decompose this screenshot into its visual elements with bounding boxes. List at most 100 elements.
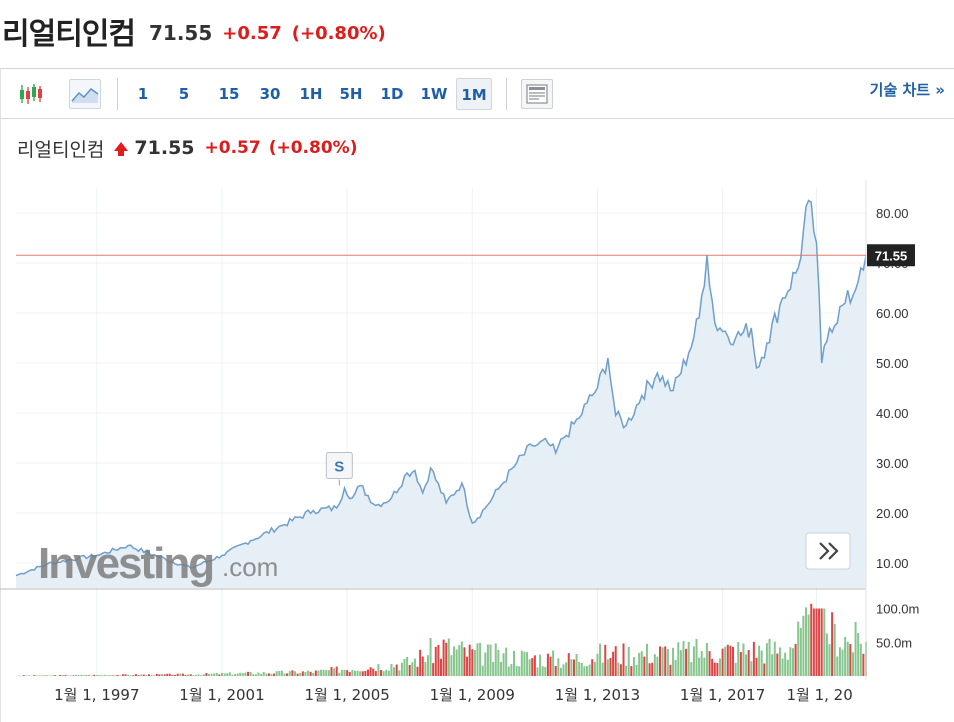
volume-bar <box>690 662 693 676</box>
chart-title: 리얼티인컴 71.55 +0.57 (+0.80%) <box>17 135 357 161</box>
volume-bar <box>223 673 226 676</box>
report-icon[interactable] <box>521 78 553 109</box>
event-marker-label: S <box>334 459 344 476</box>
volume-bar <box>648 663 651 676</box>
volume-bar <box>617 662 620 676</box>
volume-bar <box>742 643 745 676</box>
volume-bar <box>528 659 531 676</box>
technical-chart-link[interactable]: 기술 차트 » <box>869 81 945 99</box>
volume-bar <box>805 607 808 676</box>
volume-bar <box>286 673 289 676</box>
volume-bar <box>314 670 317 676</box>
volume-bar <box>447 638 450 676</box>
volume-bar <box>471 649 474 676</box>
volume-bar <box>17 675 20 677</box>
volume-bar <box>54 675 57 676</box>
volume-bar <box>215 672 218 676</box>
volume-bar <box>35 675 38 676</box>
volume-bar <box>570 659 573 676</box>
interval-1w[interactable]: 1W <box>420 84 448 103</box>
toolbar-divider <box>117 77 118 110</box>
volume-bar <box>572 659 575 676</box>
volume-bar <box>77 675 80 676</box>
interval-1d[interactable]: 1D <box>380 84 404 103</box>
interval-5[interactable]: 5 <box>178 84 190 103</box>
area-line-icon[interactable] <box>69 78 101 109</box>
volume-bar <box>596 653 599 676</box>
y-tick-label: 40.00 <box>876 406 909 421</box>
volume-bar <box>260 673 263 676</box>
volume-bar <box>111 675 114 676</box>
interval-5h[interactable]: 5H <box>339 84 363 103</box>
candlestick-icon[interactable] <box>15 79 47 109</box>
volume-bar <box>604 644 607 676</box>
volume-bar <box>200 675 203 676</box>
interval-1m[interactable]: 1M <box>456 77 492 110</box>
volume-bar <box>41 675 44 676</box>
volume-bar <box>768 638 771 676</box>
volume-bar <box>750 661 753 676</box>
volume-bar <box>140 674 143 676</box>
volume-bar <box>403 659 406 676</box>
volume-bar <box>510 663 513 676</box>
volume-bar <box>296 673 299 676</box>
volume-bar <box>685 648 688 676</box>
volume-bar <box>380 669 383 676</box>
volume-bar <box>606 659 609 676</box>
x-tick-label: 1월 1, 2009 <box>430 686 515 704</box>
volume-bar <box>218 674 221 676</box>
volume-bar <box>309 671 312 676</box>
volume-bar <box>711 658 714 676</box>
volume-bar <box>387 670 390 676</box>
volume-bar <box>30 675 33 677</box>
volume-bar <box>129 675 132 676</box>
volume-tick-label: 50.0m <box>876 635 912 650</box>
volume-bar <box>226 673 229 676</box>
interval-30[interactable]: 30 <box>259 84 281 103</box>
volume-bar <box>505 647 508 676</box>
volume-bar <box>810 603 813 676</box>
interval-1h[interactable]: 1H <box>299 84 323 103</box>
volume-bar <box>466 656 469 676</box>
volume-bar <box>831 612 834 676</box>
volume-bar <box>533 655 536 676</box>
volume-bar <box>828 644 831 676</box>
volume-bar <box>776 653 779 676</box>
volume-bar <box>124 674 127 676</box>
volume-bar <box>213 673 216 676</box>
volume-bar <box>708 651 711 676</box>
volume-bar <box>241 673 244 676</box>
volume-bar <box>445 642 448 676</box>
volume-bar <box>591 659 594 676</box>
volume-bar <box>171 675 174 676</box>
volume-bar <box>640 651 643 676</box>
volume-bar <box>692 646 695 676</box>
volume-bar <box>614 646 617 676</box>
volume-bar <box>752 641 755 676</box>
volume-bar <box>645 643 648 676</box>
volume-bar <box>575 654 578 676</box>
investing-logo-suffix: .com <box>222 552 278 582</box>
volume-bar <box>554 665 557 676</box>
volume-bar <box>802 615 805 676</box>
interval-1[interactable]: 1 <box>137 84 149 103</box>
volume-bar <box>578 662 581 676</box>
volume-bar <box>20 675 23 677</box>
interval-15[interactable]: 15 <box>218 84 240 103</box>
volume-bar <box>106 675 109 677</box>
volume-bar <box>799 627 802 676</box>
investing-watermark: Investing .com <box>38 539 278 588</box>
chart-price-change-percent: (+0.80%) <box>268 138 358 158</box>
volume-bar <box>424 662 427 676</box>
volume-bar <box>815 608 818 676</box>
volume-bar <box>416 666 419 676</box>
volume-bar <box>244 672 247 676</box>
volume-bar <box>656 656 659 676</box>
volume-bar <box>502 653 505 676</box>
volume-bar <box>137 675 140 676</box>
x-tick-label: 1월 1, 2017 <box>680 686 765 704</box>
volume-bar <box>523 651 526 676</box>
volume-bar <box>666 649 669 676</box>
volume-bar <box>838 647 841 676</box>
